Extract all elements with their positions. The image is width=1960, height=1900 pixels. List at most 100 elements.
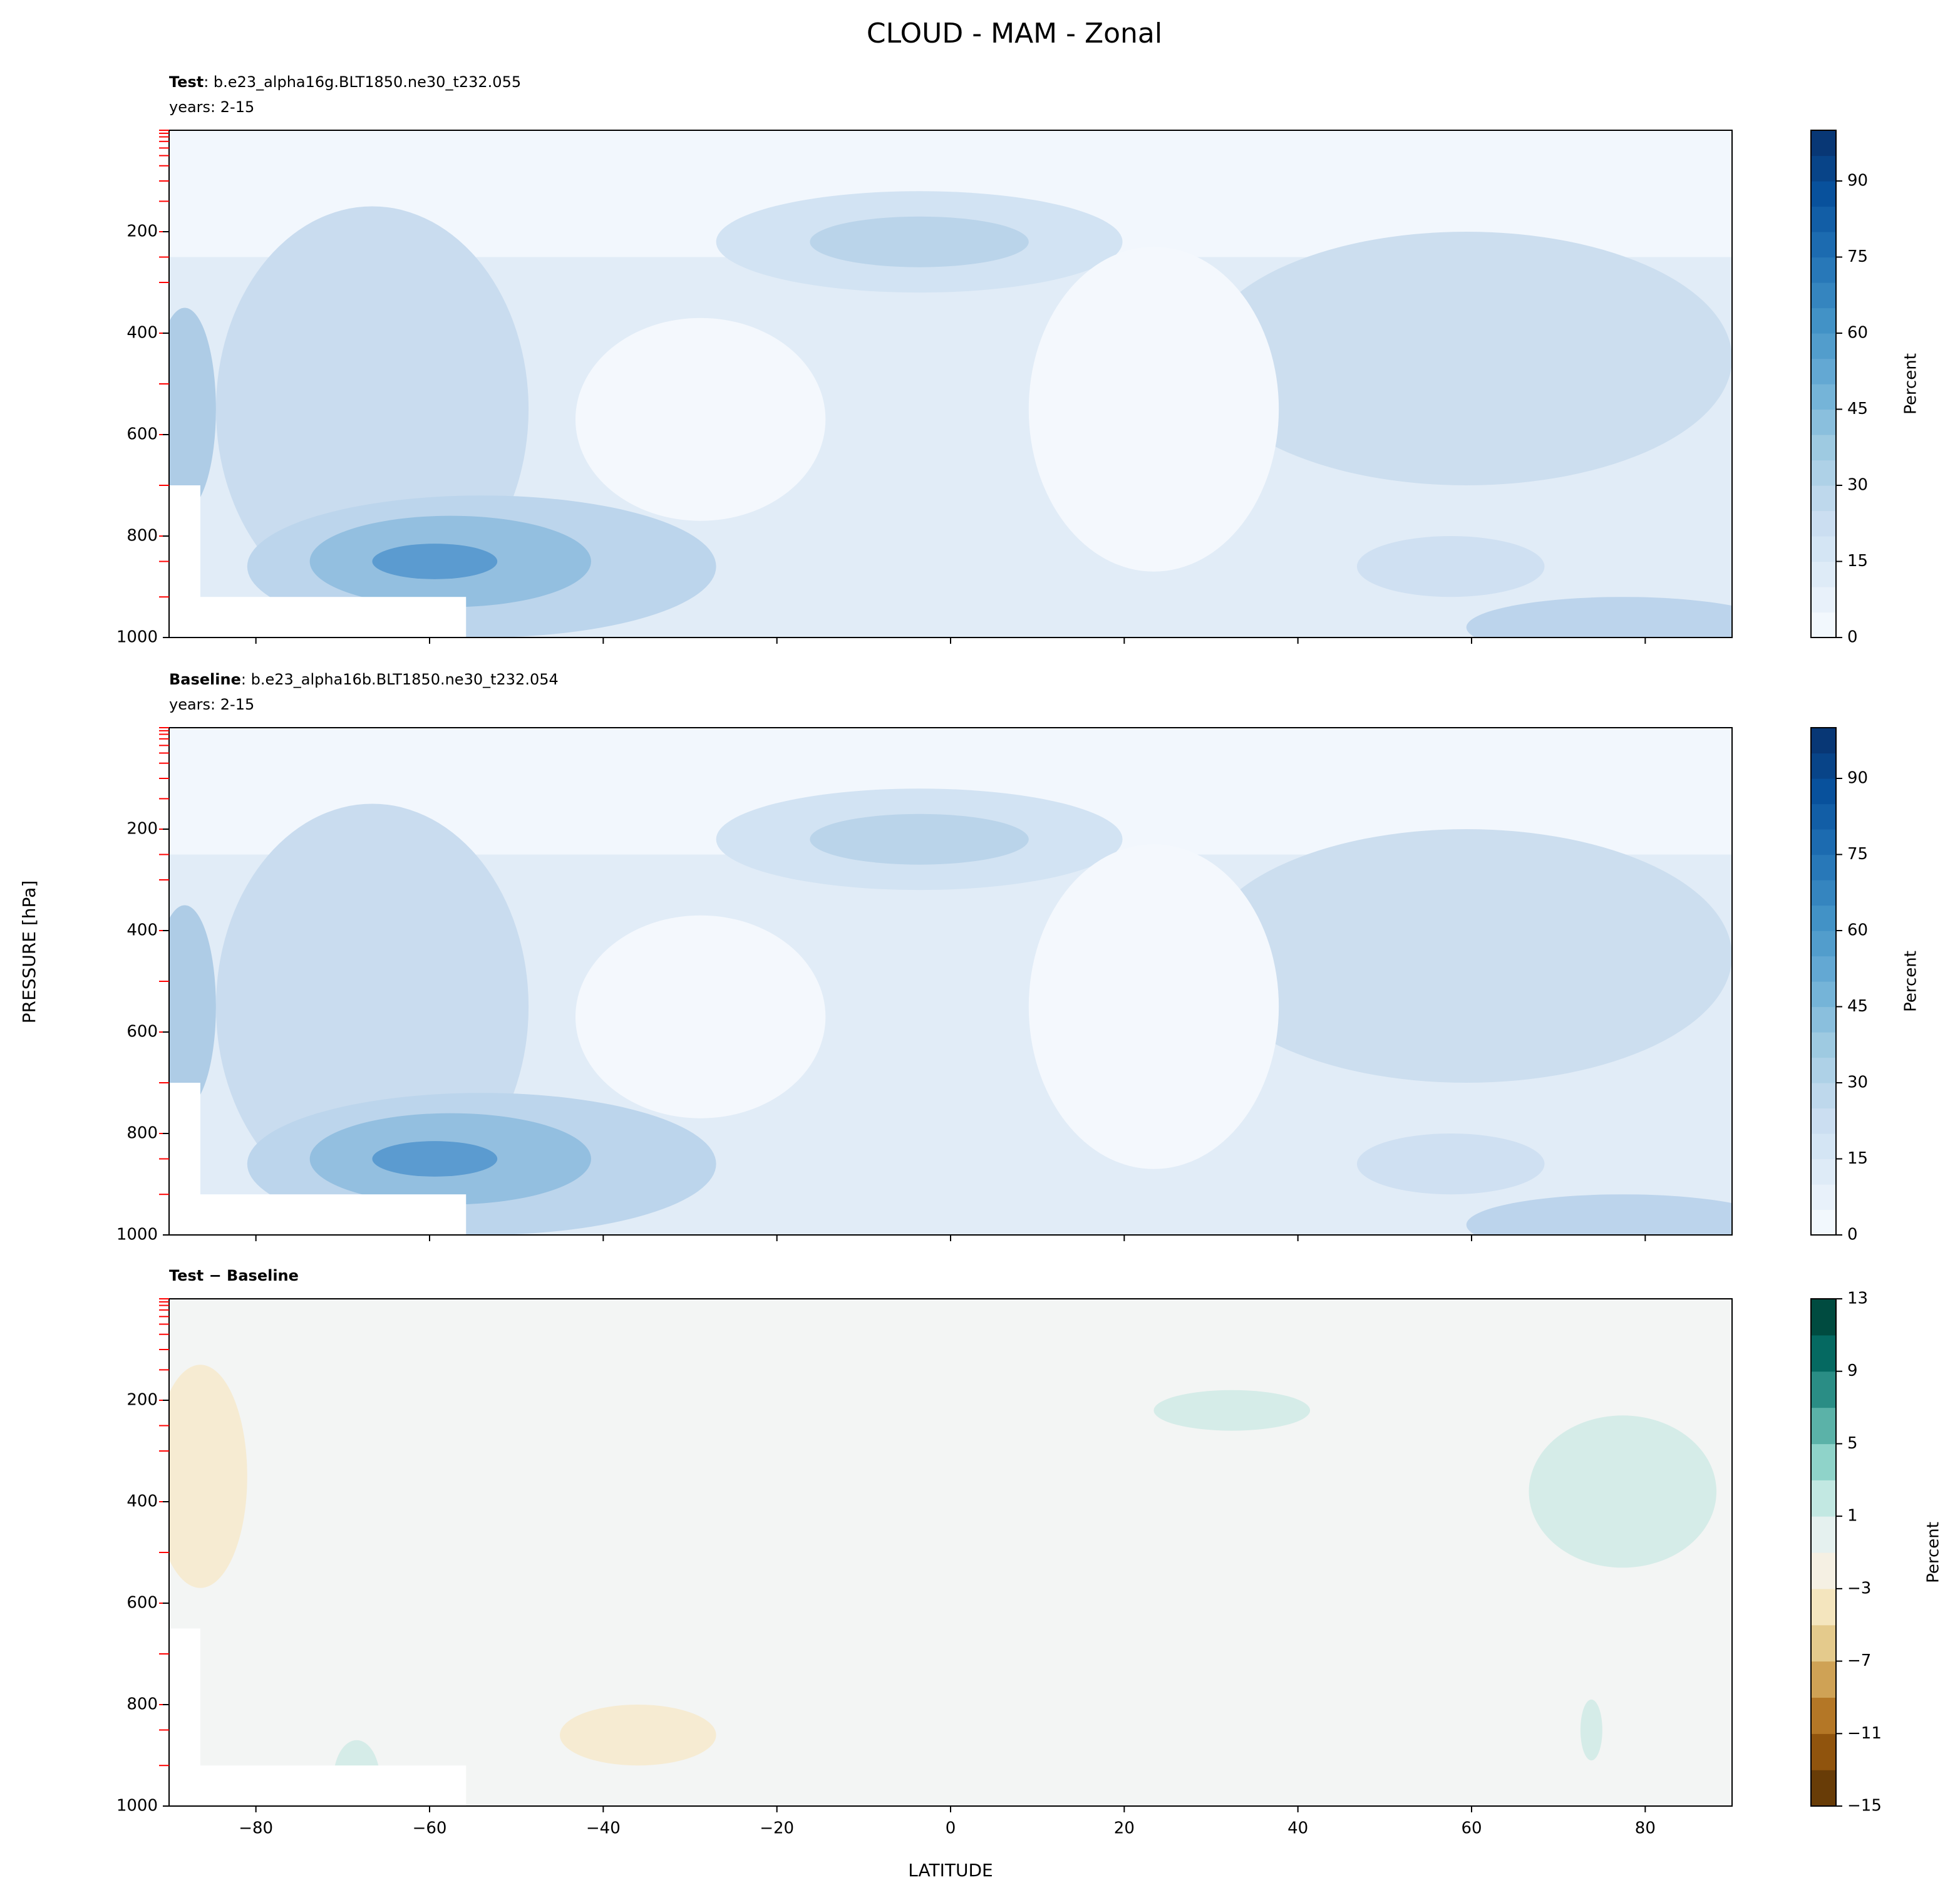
contour-field [169, 1299, 1732, 1806]
colorbar-level [1811, 981, 1836, 1008]
colorbar-level [1811, 1661, 1836, 1698]
x-axis-label: LATITUDE [908, 1860, 993, 1881]
colorbar-level [1811, 536, 1836, 562]
colorbar-level [1811, 460, 1836, 486]
colorbar-level [1811, 561, 1836, 587]
colorbar-level [1811, 206, 1836, 232]
panel-title: Test − Baseline [169, 1267, 299, 1284]
colorbar-level [1811, 587, 1836, 613]
colorbar-tick-label: −7 [1847, 1651, 1871, 1670]
contour-region [169, 485, 200, 638]
colorbar-tick-label: −3 [1847, 1579, 1871, 1598]
contour-region [1529, 1415, 1717, 1568]
colorbar-level [1811, 1335, 1836, 1372]
colorbar-level [1811, 1588, 1836, 1626]
case-name: Baseline [169, 671, 241, 688]
x-tick-label: −80 [239, 1819, 273, 1838]
colorbar-tick-label: 15 [1847, 1149, 1868, 1168]
colorbar-tick-label: 30 [1847, 1073, 1868, 1092]
colorbar-level [1811, 307, 1836, 334]
contour-region [341, 738, 1592, 778]
colorbar-level [1811, 1184, 1836, 1211]
x-tick-label: 20 [1114, 1819, 1135, 1838]
contour-region [341, 140, 1592, 181]
colorbar-tick-label: 60 [1847, 324, 1868, 343]
colorbar-label: Percent [1924, 1522, 1943, 1583]
contour-region [1200, 232, 1732, 485]
case-name: Test [169, 73, 204, 91]
colorbar-level [1811, 1057, 1836, 1083]
colorbar-level [1811, 1006, 1836, 1033]
colorbar-level [1811, 931, 1836, 957]
colorbar-tick-label: −15 [1847, 1797, 1882, 1815]
contour-region [169, 307, 216, 511]
contour-region [1466, 597, 1732, 638]
x-tick-label: 40 [1287, 1819, 1308, 1838]
colorbar-frame [1810, 130, 1837, 638]
colorbar-level [1811, 435, 1836, 461]
panel-title: Test: b.e23_alpha16g.BLT1850.ne30_t232.0… [169, 73, 521, 91]
colorbar-tick-label: 90 [1847, 172, 1868, 190]
colorbar-level [1811, 1032, 1836, 1058]
contour-region [1200, 829, 1732, 1083]
colorbar-level [1811, 1209, 1836, 1236]
y-tick-label: 600 [126, 1594, 158, 1613]
colorbar-level [1811, 232, 1836, 258]
colorbar-level [1811, 880, 1836, 906]
y-tick-label: 1000 [116, 1797, 158, 1815]
contour-region [169, 1628, 200, 1806]
panel-title: Baseline: b.e23_alpha16b.BLT1850.ne30_t2… [169, 671, 559, 688]
colorbar-tick-label: 9 [1847, 1361, 1858, 1380]
case-name: Test − Baseline [169, 1267, 299, 1284]
colorbar-level [1811, 778, 1836, 805]
colorbar-tick-label: 13 [1847, 1289, 1868, 1308]
contour-region [169, 1765, 467, 1806]
colorbar-level [1811, 1480, 1836, 1517]
contour-field [169, 130, 1732, 638]
y-tick-label: 200 [126, 222, 158, 241]
colorbar-level [1811, 612, 1836, 638]
contour-region [575, 318, 826, 521]
colorbar-level [1811, 181, 1836, 207]
colorbar-tick-label: 45 [1847, 400, 1868, 418]
y-tick-label: 1000 [116, 628, 158, 647]
x-tick-label: −40 [586, 1819, 621, 1838]
panel: Test − Baseline −80 −60 −40 −20 0 20 40 60 80 200 4… [116, 1267, 1943, 1838]
contour-region [1153, 1390, 1311, 1431]
contour-region [810, 216, 1029, 267]
case-id: : b.e23_alpha16g.BLT1850.ne30_t232.055 [204, 73, 521, 91]
colorbar-level [1811, 829, 1836, 855]
colorbar-level [1811, 1697, 1836, 1734]
colorbar-level [1811, 358, 1836, 385]
colorbar-tick-label: 5 [1847, 1434, 1858, 1453]
panel: Test: b.e23_alpha16g.BLT1850.ne30_t232.0… [116, 73, 1921, 647]
colorbar-level [1811, 155, 1836, 182]
colorbar-level [1811, 854, 1836, 880]
case-id: : b.e23_alpha16b.BLT1850.ne30_t232.054 [241, 671, 559, 688]
y-tick-label: 1000 [116, 1226, 158, 1244]
contour-region [810, 813, 1029, 865]
contour-region [560, 1705, 716, 1766]
colorbar-level [1811, 282, 1836, 309]
colorbar-tick-label: 1 [1847, 1507, 1858, 1526]
contour-region [169, 1194, 467, 1235]
x-tick-label: −20 [760, 1819, 794, 1838]
colorbar-label: Percent [1902, 951, 1921, 1012]
contour-region [1028, 247, 1279, 572]
colorbar-level [1811, 753, 1836, 779]
colorbar-label: Percent [1902, 353, 1921, 415]
y-tick-label: 400 [126, 921, 158, 940]
colorbar-tick-label: 45 [1847, 997, 1868, 1016]
contour-region [1356, 1133, 1545, 1195]
colorbar-level [1811, 510, 1836, 537]
panel: Baseline: b.e23_alpha16b.BLT1850.ne30_t2… [116, 671, 1921, 1244]
colorbar-frame [1810, 1298, 1837, 1807]
figure-title: CLOUD - MAM - Zonal [867, 18, 1162, 49]
contour-region [169, 905, 216, 1108]
contour-region [1028, 844, 1279, 1169]
contour-region [372, 544, 498, 579]
colorbar-level [1811, 1552, 1836, 1589]
contour-region [169, 597, 467, 638]
colorbar-level [1811, 1159, 1836, 1185]
